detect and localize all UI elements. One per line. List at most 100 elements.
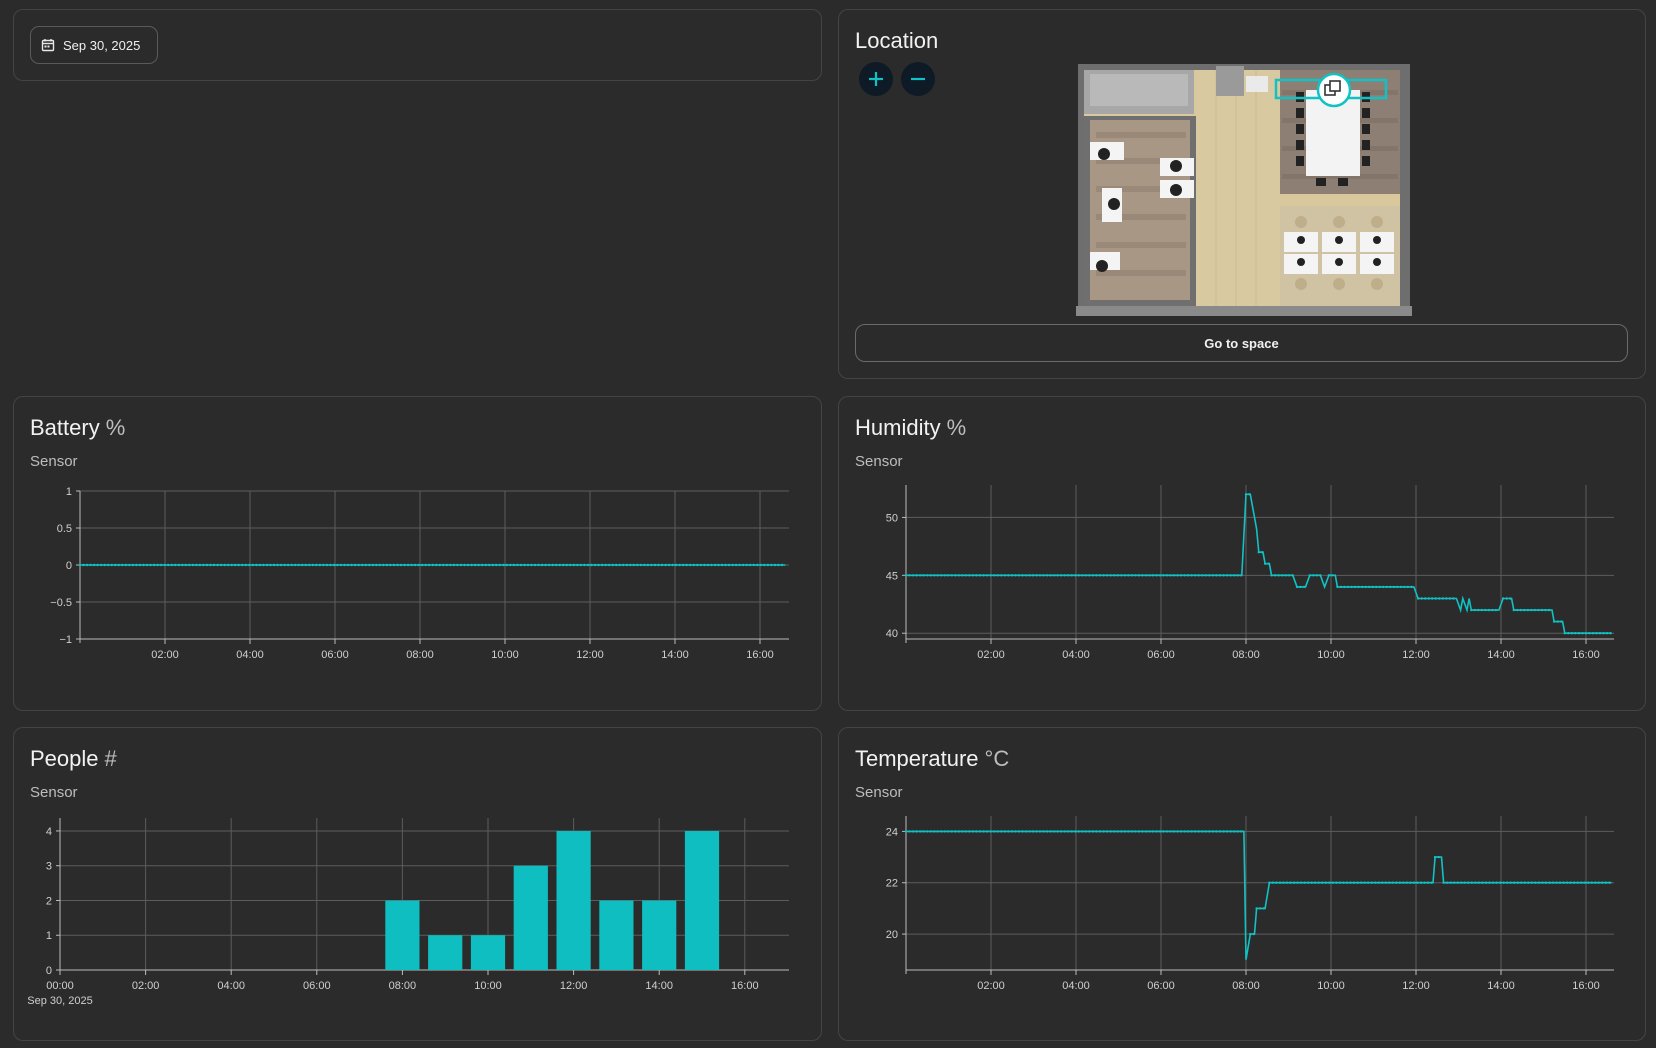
series-point: [1446, 881, 1449, 884]
x-tick-label: 10:00: [1317, 649, 1345, 661]
series-point: [244, 563, 247, 567]
series-point: [1328, 881, 1331, 884]
series-point: [1053, 830, 1056, 833]
series-point: [1584, 632, 1588, 635]
series-point: [1481, 881, 1484, 884]
series-point: [1442, 881, 1445, 884]
series-point: [1360, 585, 1364, 589]
series-point: [936, 830, 939, 833]
battery-subtitle: Sensor: [30, 453, 78, 470]
series-point: [918, 574, 922, 577]
series-point: [1477, 608, 1480, 612]
series-point: [971, 574, 975, 577]
series-point: [389, 563, 392, 567]
series-point: [1299, 585, 1302, 589]
series-point: [167, 563, 170, 567]
series-point: [1268, 881, 1271, 884]
battery-title-label: Battery: [30, 415, 100, 440]
series-point: [227, 563, 230, 567]
series-point: [1211, 830, 1215, 833]
series-point: [212, 563, 216, 567]
series-point: [85, 563, 89, 567]
series-point: [1403, 585, 1406, 589]
series-point: [1074, 574, 1077, 577]
series-point: [752, 563, 755, 567]
series-point: [908, 830, 911, 833]
sensor-marker-icon[interactable]: [1316, 72, 1352, 108]
series-point: [1095, 574, 1098, 577]
series-point: [1405, 881, 1409, 884]
series-point: [1091, 574, 1095, 577]
series-point: [1098, 830, 1102, 833]
go-to-space-button[interactable]: Go to space: [855, 324, 1628, 362]
series-point: [961, 574, 964, 577]
series-point: [968, 574, 971, 577]
series-point: [1000, 830, 1003, 833]
series-point: [1084, 574, 1088, 577]
date-picker-button[interactable]: Sep 30, 2025: [30, 26, 158, 64]
series-point: [1353, 585, 1357, 589]
series-point: [1431, 597, 1434, 600]
series-point: [576, 563, 579, 567]
series-point: [692, 563, 695, 567]
series-point: [1267, 562, 1270, 565]
people-card: People # Sensor 00:00 02:00 04:00 06:00 08:00…: [13, 727, 822, 1041]
series-point: [110, 563, 113, 567]
series-point: [943, 830, 946, 833]
battery-chart: 02:00 04:00 06:00 08:00 10:00 12:00 14:00 16:00…: [50, 486, 789, 661]
zoom-in-button[interactable]: [859, 62, 893, 96]
series-point: [1530, 608, 1533, 612]
series-point: [569, 563, 572, 567]
series-point: [1299, 881, 1303, 884]
series-point: [1248, 493, 1251, 496]
series-point: [1319, 574, 1322, 577]
series-point: [1416, 597, 1420, 600]
series-point: [904, 830, 908, 833]
series-point: [993, 574, 996, 577]
floor-plan-map[interactable]: [1076, 62, 1412, 316]
series-point: [1024, 830, 1028, 833]
series-point: [1307, 881, 1310, 884]
series-point: [1544, 881, 1548, 884]
x-tick-label: 06:00: [321, 649, 349, 661]
series-point: [982, 830, 985, 833]
series-point: [1130, 574, 1133, 577]
series-point: [1389, 585, 1392, 589]
series-point: [1364, 585, 1367, 589]
series-point: [121, 563, 124, 567]
series-point: [290, 563, 293, 567]
series-point: [1063, 830, 1066, 833]
series-point: [1467, 881, 1470, 884]
series-point: [1513, 881, 1516, 884]
series-point: [279, 563, 283, 567]
series-point: [1261, 551, 1264, 554]
series-point: [1236, 574, 1239, 577]
y-tick-label: 45: [886, 570, 898, 582]
x-tick-label: 06:00: [303, 980, 331, 992]
series-point: [1249, 932, 1252, 936]
series-point: [996, 574, 999, 577]
series-point: [241, 563, 244, 567]
series-point: [1218, 574, 1222, 577]
series-point: [1609, 632, 1612, 635]
series-point: [336, 563, 339, 567]
series-point: [1409, 881, 1412, 884]
series-point: [413, 563, 417, 567]
series-point: [671, 563, 674, 567]
series-point: [519, 563, 523, 567]
series-point: [911, 830, 915, 833]
zoom-out-button[interactable]: [901, 62, 935, 96]
series-point: [1204, 830, 1207, 833]
series-point: [1084, 830, 1088, 833]
series-point: [117, 563, 121, 567]
series-point: [1259, 907, 1262, 910]
series-point: [713, 563, 717, 567]
series-point: [375, 563, 378, 567]
series-point: [445, 563, 449, 567]
series-point: [674, 563, 678, 567]
series-point: [177, 563, 180, 567]
series-point: [1381, 881, 1384, 884]
x-tick-label: 10:00: [1317, 980, 1345, 992]
series-point: [562, 563, 565, 567]
series-point: [940, 830, 943, 833]
